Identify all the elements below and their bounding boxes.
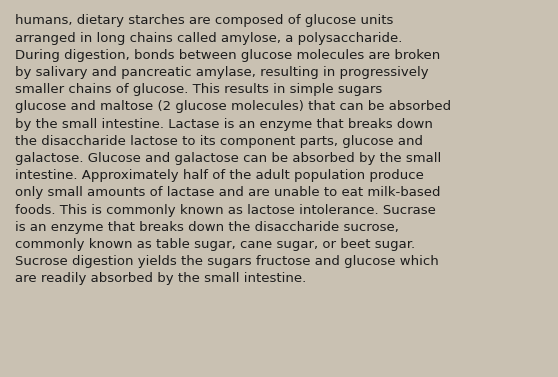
Text: humans, dietary starches are composed of glucose units
arranged in long chains c: humans, dietary starches are composed of… — [15, 14, 451, 285]
